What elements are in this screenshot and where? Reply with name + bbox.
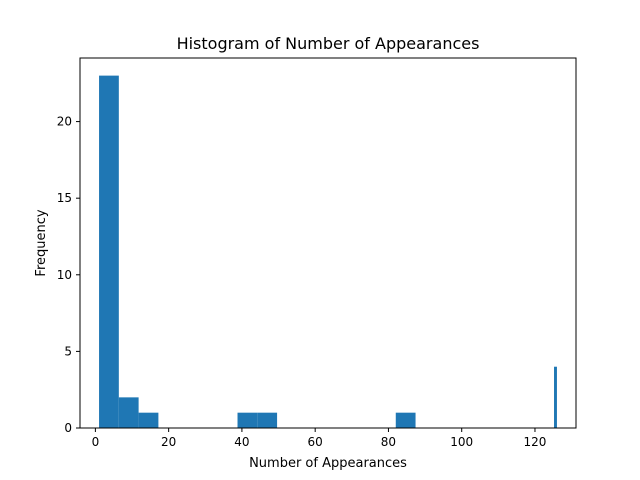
x-tick-label: 0 (92, 435, 100, 449)
chart-title: Histogram of Number of Appearances (177, 34, 480, 53)
histogram-bar (395, 412, 416, 428)
y-tick-label: 20 (57, 115, 72, 129)
histogram-bar (118, 397, 139, 428)
y-axis-ticks: 0 5 10 15 20 (57, 115, 80, 435)
bars-group (99, 75, 557, 428)
x-tick-label: 120 (524, 435, 547, 449)
histogram-bar (554, 366, 557, 428)
y-tick-label: 10 (57, 268, 72, 282)
histogram-bar (257, 412, 278, 428)
x-tick-label: 80 (381, 435, 396, 449)
plot-frame (79, 57, 577, 429)
histogram-bar (138, 412, 159, 428)
x-axis-label: Number of Appearances (249, 456, 407, 471)
x-tick-label: 100 (450, 435, 473, 449)
histogram-bar (237, 412, 258, 428)
x-tick-label: 20 (161, 435, 176, 449)
histogram-bar (99, 75, 119, 428)
x-axis-ticks: 0 20 40 60 80 100 120 (92, 428, 547, 449)
y-axis-label: Frequency (34, 209, 49, 276)
x-tick-label: 40 (234, 435, 249, 449)
y-tick-label: 5 (64, 344, 72, 358)
y-tick-label: 15 (57, 191, 72, 205)
x-tick-label: 60 (308, 435, 323, 449)
y-tick-label: 0 (64, 421, 72, 435)
